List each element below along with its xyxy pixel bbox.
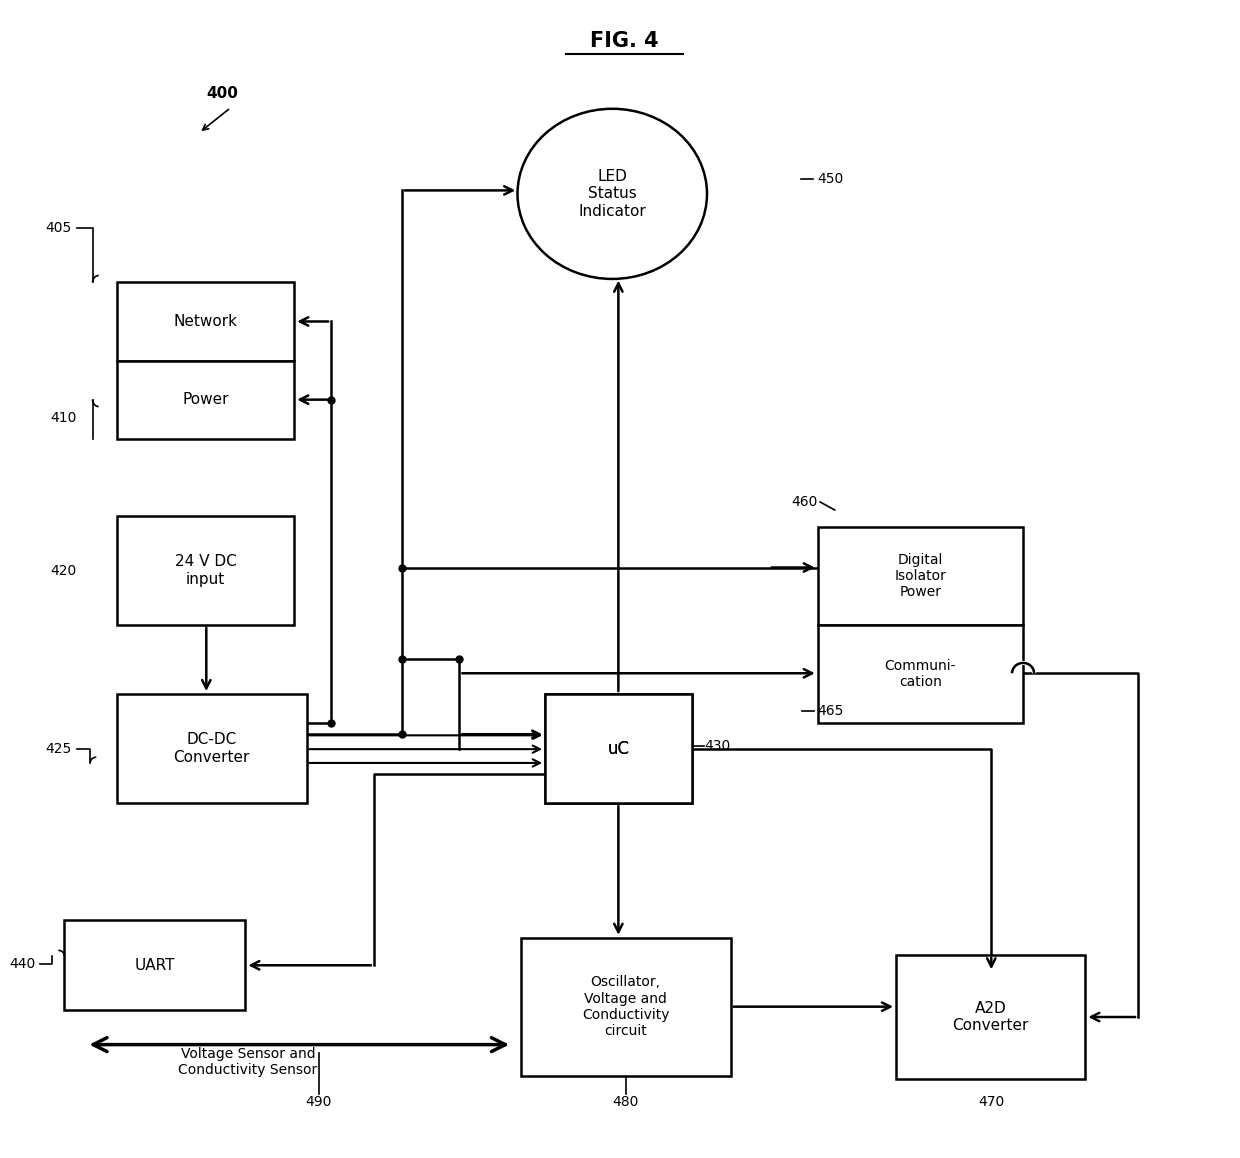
FancyBboxPatch shape xyxy=(117,360,294,439)
Text: Digital
Isolator
Power: Digital Isolator Power xyxy=(894,552,946,600)
Text: 490: 490 xyxy=(305,1095,332,1109)
Text: 460: 460 xyxy=(791,494,817,510)
FancyBboxPatch shape xyxy=(817,527,1023,625)
Text: uC: uC xyxy=(608,740,630,757)
Text: 470: 470 xyxy=(978,1095,1004,1109)
FancyBboxPatch shape xyxy=(521,938,730,1076)
Text: UART: UART xyxy=(135,958,175,973)
FancyBboxPatch shape xyxy=(897,955,1085,1079)
Ellipse shape xyxy=(517,109,707,279)
Text: Communi-
cation: Communi- cation xyxy=(884,659,956,689)
Text: 410: 410 xyxy=(51,411,77,425)
Text: 440: 440 xyxy=(9,958,35,972)
Text: Network: Network xyxy=(174,314,238,329)
Text: FIG. 4: FIG. 4 xyxy=(590,31,658,51)
FancyBboxPatch shape xyxy=(546,694,692,804)
Text: LED
Status
Indicator: LED Status Indicator xyxy=(578,169,646,219)
Text: 400: 400 xyxy=(206,87,238,102)
Text: 405: 405 xyxy=(46,221,72,235)
FancyBboxPatch shape xyxy=(64,921,246,1010)
Text: 465: 465 xyxy=(817,704,844,718)
Text: Oscillator,
Voltage and
Conductivity
circuit: Oscillator, Voltage and Conductivity cir… xyxy=(582,975,670,1038)
Text: 430: 430 xyxy=(704,739,730,753)
FancyBboxPatch shape xyxy=(817,625,1023,723)
FancyBboxPatch shape xyxy=(117,694,306,804)
FancyBboxPatch shape xyxy=(117,283,294,360)
Text: 24 V DC
input: 24 V DC input xyxy=(175,555,237,587)
Text: DC-DC
Converter: DC-DC Converter xyxy=(174,732,250,764)
Text: Voltage Sensor and
Conductivity Sensor: Voltage Sensor and Conductivity Sensor xyxy=(179,1047,317,1077)
Text: 450: 450 xyxy=(817,171,844,186)
Text: A2D
Converter: A2D Converter xyxy=(952,1001,1029,1033)
Text: 420: 420 xyxy=(51,564,77,578)
Text: 480: 480 xyxy=(613,1095,639,1109)
FancyBboxPatch shape xyxy=(117,515,294,625)
FancyBboxPatch shape xyxy=(546,694,692,804)
Text: uC: uC xyxy=(608,740,630,757)
Text: 425: 425 xyxy=(46,742,72,756)
Text: Power: Power xyxy=(182,393,229,408)
